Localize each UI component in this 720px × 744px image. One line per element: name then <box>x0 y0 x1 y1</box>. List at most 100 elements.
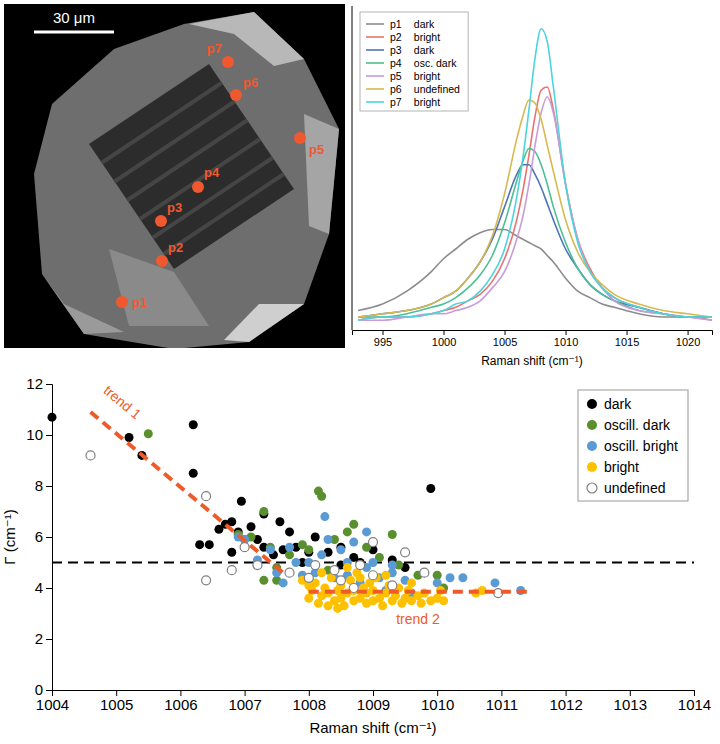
data-point <box>349 538 358 547</box>
tick-label: 1015 <box>615 336 639 348</box>
crystal-region <box>224 304 304 342</box>
tick-label: 4 <box>35 579 43 596</box>
legend-label: dark <box>414 44 435 56</box>
point-marker <box>230 89 242 101</box>
data-point <box>420 568 429 577</box>
data-point <box>401 548 410 557</box>
spectrum-line <box>358 97 712 321</box>
tick-mark <box>46 690 52 691</box>
spectrum-line <box>358 87 712 320</box>
spectrum-line <box>358 230 712 321</box>
data-point <box>446 573 455 582</box>
data-point <box>227 566 236 575</box>
spectrum-line <box>358 100 712 317</box>
tick-mark <box>688 330 689 335</box>
crystal-region <box>109 249 209 326</box>
point-marker <box>116 296 128 308</box>
data-point <box>317 568 326 577</box>
data-point <box>317 492 326 501</box>
y-axis: 024681012 <box>26 375 52 698</box>
point-label: p2 <box>168 240 183 255</box>
tick: 1008 <box>293 690 326 713</box>
series-points <box>144 429 448 592</box>
micrograph-image <box>4 4 345 348</box>
data-point <box>317 550 326 559</box>
tick-label: 1008 <box>293 696 326 713</box>
scale-bar-label: 30 μm <box>53 9 95 26</box>
legend-marker <box>587 483 597 493</box>
tick-mark <box>627 330 628 335</box>
data-point <box>426 484 435 493</box>
scatter-chart: 1004100510061007100810091010101110121013… <box>1 375 711 736</box>
tick-mark <box>46 486 52 487</box>
tick: 0 <box>35 681 52 698</box>
tick: 8 <box>35 477 52 494</box>
data-point <box>266 545 275 554</box>
tick-label: 0 <box>35 681 43 698</box>
trend-label: trend 1 <box>101 382 145 422</box>
data-point <box>202 492 211 501</box>
data-point <box>202 576 211 585</box>
point-marker <box>294 132 306 144</box>
data-point <box>320 512 329 521</box>
data-point <box>336 545 345 554</box>
data-point <box>433 578 442 587</box>
legend-label: undefined <box>604 480 666 496</box>
tick: 1014 <box>678 690 711 713</box>
tick-mark <box>566 330 567 335</box>
data-point <box>247 522 256 531</box>
data-point <box>253 561 262 570</box>
tick-mark <box>46 384 52 385</box>
legend-label: bright <box>414 70 440 82</box>
legend-label: p4 <box>390 57 402 69</box>
tick: 6 <box>35 528 52 545</box>
tick-mark <box>383 330 384 335</box>
legend-label: bright <box>604 459 639 475</box>
legend-swatch <box>366 62 384 64</box>
point-label: p5 <box>309 142 324 157</box>
tick: 4 <box>35 579 52 596</box>
tick-label: 10 <box>26 426 43 443</box>
tick-label: 2 <box>35 630 43 647</box>
point-label: p4 <box>204 165 220 180</box>
data-point <box>304 545 313 554</box>
tick-mark <box>46 435 52 436</box>
trend-line <box>309 590 527 594</box>
data-point <box>362 527 371 536</box>
data-point <box>333 604 342 613</box>
tick: 1000 <box>432 330 456 348</box>
data-point <box>240 543 249 552</box>
data-point <box>48 413 57 422</box>
spectrum-chart: 99510001005101010151020Raman shift (cm⁻¹… <box>352 6 713 368</box>
tick-label: 6 <box>35 528 43 545</box>
tick-label: 1006 <box>164 696 197 713</box>
tick: 1010 <box>554 330 578 348</box>
legend-label: osc. dark <box>414 57 457 69</box>
point-marker <box>222 56 234 68</box>
y-axis-line <box>352 6 353 330</box>
tick-label: 1013 <box>614 696 647 713</box>
data-point <box>381 571 390 580</box>
data-point <box>304 594 313 603</box>
data-point <box>195 540 204 549</box>
data-point <box>205 540 214 549</box>
image-background <box>4 4 345 348</box>
legend-marker <box>587 420 597 430</box>
tick-label: 1020 <box>676 336 700 348</box>
spectrum-line <box>358 149 712 317</box>
legend-swatch <box>366 49 384 51</box>
data-point <box>439 596 448 605</box>
legend-swatch <box>366 23 384 25</box>
point-label: p1 <box>132 295 147 310</box>
data-point <box>388 561 397 570</box>
tick-label: 1010 <box>554 336 578 348</box>
legend-marker <box>587 462 597 472</box>
point-label: p3 <box>167 200 182 215</box>
tick: 1007 <box>228 690 261 713</box>
data-point <box>285 527 294 536</box>
point-label: p7 <box>207 41 222 56</box>
tick-label: 1007 <box>228 696 261 713</box>
tick: 10 <box>26 426 52 443</box>
tick-mark <box>46 537 52 538</box>
legend-box <box>578 390 688 501</box>
